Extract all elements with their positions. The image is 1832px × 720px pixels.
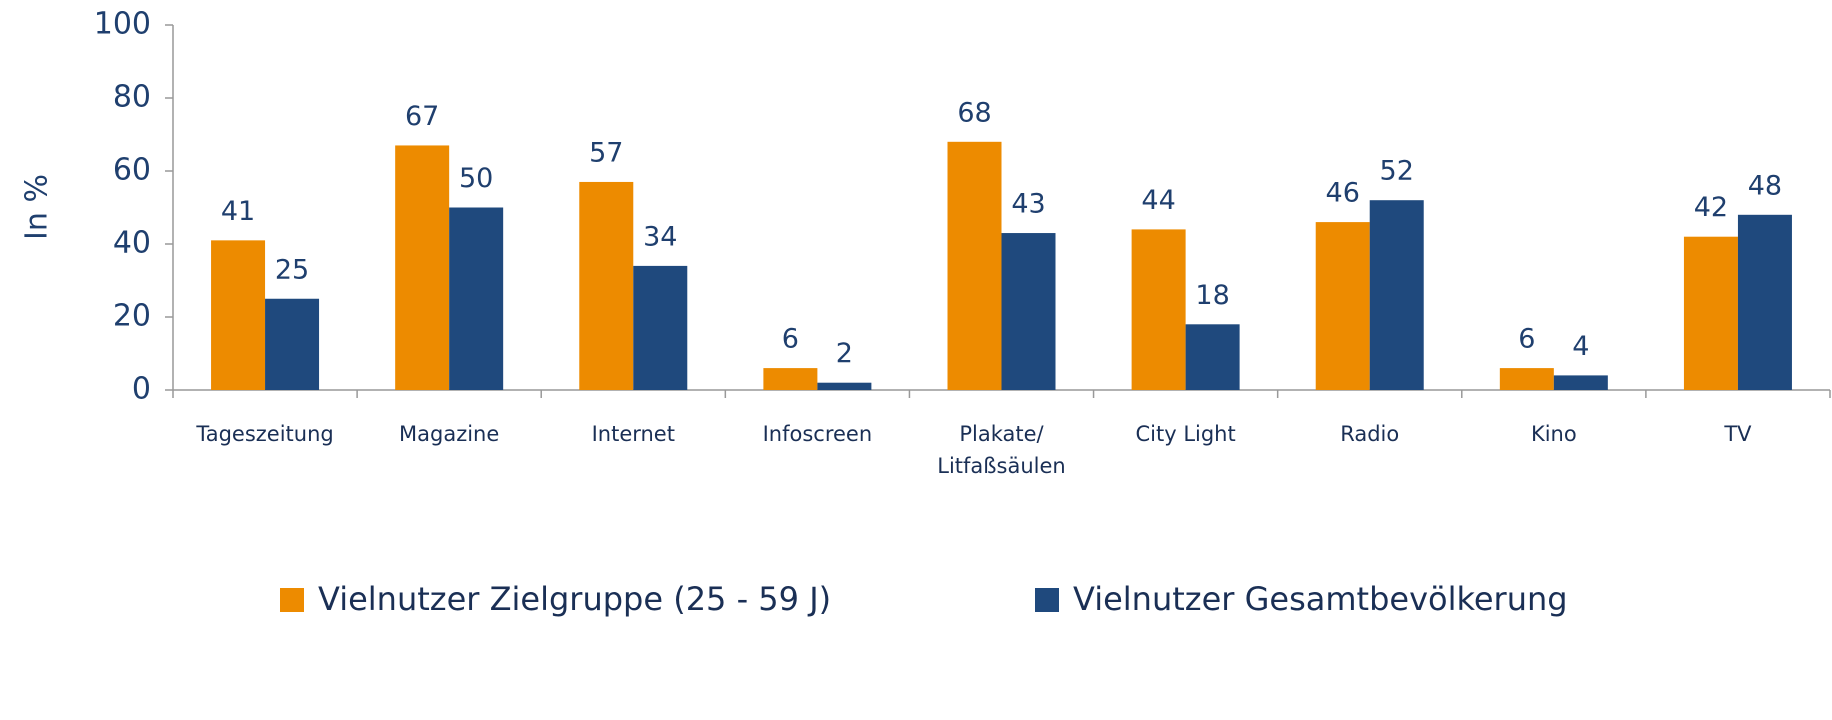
y-tick-label: 40 (113, 226, 151, 261)
value-label: 48 (1748, 170, 1782, 201)
bar (265, 298, 320, 390)
value-label: 50 (459, 163, 493, 194)
bar (1315, 222, 1370, 390)
y-tick-label: 100 (94, 7, 151, 42)
y-tick-label: 80 (113, 80, 151, 115)
value-label: 57 (589, 137, 623, 168)
legend-label: Vielnutzer Zielgruppe (25 - 59 J) (318, 580, 831, 618)
bar (1185, 324, 1240, 390)
y-axis-label: In % (20, 174, 55, 240)
bar (1001, 233, 1056, 390)
bar (395, 145, 450, 390)
bar (1737, 214, 1792, 390)
x-tick-label: Tageszeitung (195, 422, 333, 446)
x-tick-label: Kino (1531, 422, 1577, 446)
bar (1131, 229, 1186, 390)
value-label: 68 (957, 97, 991, 128)
value-label: 6 (1518, 324, 1535, 355)
value-label: 2 (836, 338, 853, 369)
value-label: 6 (782, 324, 799, 355)
bar (1553, 375, 1608, 390)
legend-swatch (280, 588, 304, 612)
bar (1683, 236, 1738, 390)
bar (817, 382, 872, 390)
x-tick-label: Internet (592, 422, 675, 446)
x-tick-label: Radio (1340, 422, 1399, 446)
y-tick-label: 60 (113, 153, 151, 188)
bar (763, 368, 818, 390)
bar (1369, 200, 1424, 390)
value-label: 67 (405, 101, 439, 132)
x-tick-label: Magazine (399, 422, 499, 446)
value-label: 46 (1326, 178, 1360, 209)
legend-label: Vielnutzer Gesamtbevölkerung (1073, 580, 1568, 618)
value-label: 34 (643, 221, 677, 252)
x-tick-label: City Light (1135, 422, 1235, 446)
x-tick-label: TV (1723, 422, 1752, 446)
x-tick-label: Plakate/Litfaßsäulen (937, 422, 1065, 478)
value-label: 41 (221, 196, 255, 227)
value-label: 25 (275, 254, 309, 285)
x-tick-label: Infoscreen (763, 422, 873, 446)
bar (579, 181, 634, 390)
value-label: 42 (1694, 192, 1728, 223)
bar (211, 240, 266, 390)
bar (633, 265, 688, 390)
value-label: 52 (1380, 156, 1414, 187)
bar (1499, 368, 1554, 390)
legend-swatch (1035, 588, 1059, 612)
bar (449, 207, 504, 390)
y-tick-label: 20 (113, 299, 151, 334)
value-label: 43 (1011, 189, 1045, 220)
value-label: 18 (1195, 280, 1229, 311)
bar (947, 141, 1002, 390)
value-label: 44 (1141, 185, 1175, 216)
value-label: 4 (1572, 331, 1589, 362)
y-tick-label: 0 (132, 372, 151, 407)
